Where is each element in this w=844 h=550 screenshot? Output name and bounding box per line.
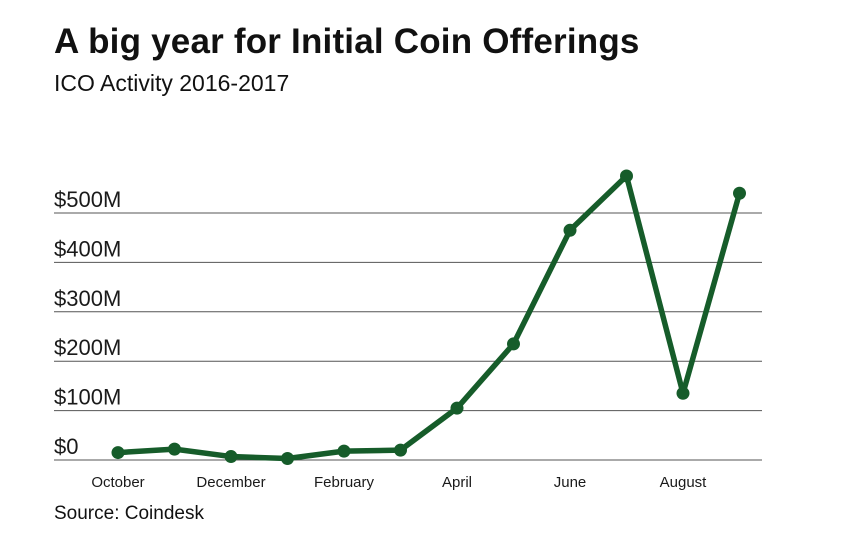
data-point-april: [450, 401, 464, 415]
data-point-may: [507, 337, 520, 351]
x-tick-label: February: [314, 474, 375, 491]
y-tick-label: $400M: [54, 236, 121, 261]
x-tick-label: April: [442, 474, 472, 491]
data-point-march: [394, 443, 407, 457]
data-point-july: [620, 169, 633, 183]
gridlines: [54, 212, 762, 461]
y-tick-label: $500M: [54, 187, 121, 212]
data-point-october: [111, 446, 125, 460]
data-point-december: [224, 450, 238, 464]
source-note: Source: Coindesk: [54, 503, 204, 524]
data-point-november: [168, 442, 181, 456]
x-tick-label: June: [554, 474, 587, 491]
series-ico-activity: [111, 169, 746, 466]
chart-subtitle: ICO Activity 2016-2017: [54, 70, 290, 96]
x-tick-label: October: [91, 474, 144, 491]
data-point-june: [563, 223, 577, 237]
y-tick-label: $0: [54, 434, 78, 459]
y-tick-label: $200M: [54, 335, 121, 360]
data-point-february: [337, 444, 351, 458]
data-point-august: [676, 386, 690, 400]
series-line: [115, 173, 743, 462]
chart-title: A big year for Initial Coin Offerings: [54, 22, 640, 61]
y-tick-label: $100M: [54, 385, 121, 410]
x-tick-label: December: [196, 474, 265, 491]
y-tick-label: $300M: [54, 286, 121, 311]
data-point-january: [281, 452, 294, 466]
x-axis-ticks: October December February April June August: [91, 474, 707, 491]
y-axis-ticks: $0 $100M $200M $300M $400M $500M: [54, 187, 121, 459]
data-point-september: [733, 186, 746, 200]
x-tick-label: August: [660, 474, 708, 491]
